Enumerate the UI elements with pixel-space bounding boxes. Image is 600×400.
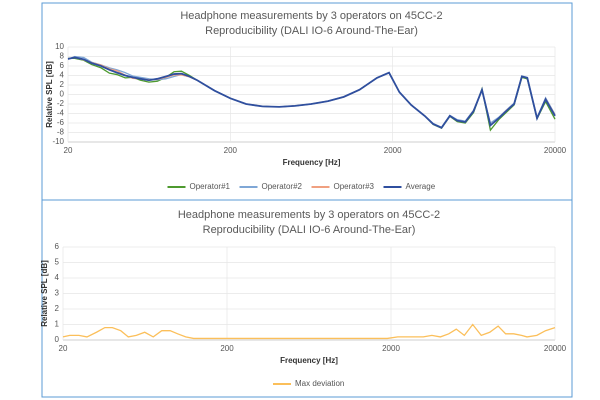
y-tick-label: 6 <box>55 242 60 251</box>
y-tick-label: 0 <box>60 90 65 99</box>
y-tick-label: -6 <box>57 118 65 127</box>
y-tick-label: 2 <box>60 80 65 89</box>
x-tick-label: 2000 <box>382 344 400 353</box>
legend-label: Operator#3 <box>334 182 375 191</box>
legend-label: Operator#1 <box>190 182 231 191</box>
x-tick-label: 20000 <box>544 146 567 155</box>
x-tick-label: 2000 <box>384 146 402 155</box>
legend-label: Operator#2 <box>262 182 303 191</box>
chart-title: Headphone measurements by 3 operators on… <box>180 10 442 22</box>
x-tick-label: 200 <box>220 344 234 353</box>
x-tick-label: 20000 <box>544 344 567 353</box>
series-line <box>67 56 556 129</box>
y-tick-label: -10 <box>52 137 64 146</box>
y-tick-label: -8 <box>57 128 65 137</box>
y-tick-label: 5 <box>55 258 60 267</box>
x-tick-label: 20 <box>64 146 73 155</box>
x-axis-label: Frequency [Hz] <box>280 356 338 365</box>
legend-label: Average <box>406 182 436 191</box>
x-tick-label: 20 <box>59 344 68 353</box>
chart-title: Headphone measurements by 3 operators on… <box>178 209 440 221</box>
chart-subtitle: Reproducibility (DALI IO-6 Around-The-Ea… <box>205 25 418 37</box>
y-tick-label: -4 <box>57 109 65 118</box>
y-tick-label: 4 <box>55 273 60 282</box>
y-tick-label: 2 <box>55 304 60 313</box>
y-tick-label: 1 <box>55 320 60 329</box>
y-tick-label: -2 <box>57 99 65 108</box>
x-tick-label: 200 <box>224 146 238 155</box>
y-tick-label: 4 <box>60 71 65 80</box>
y-axis-label: Relative SPL [dB] <box>40 260 49 327</box>
x-axis-label: Frequency [Hz] <box>283 158 341 167</box>
y-axis-label: Relative SPL [dB] <box>45 61 54 128</box>
chart-subtitle: Reproducibility (DALI IO-6 Around-The-Ea… <box>203 224 416 236</box>
y-tick-label: 0 <box>55 335 60 344</box>
y-tick-label: 6 <box>60 61 65 70</box>
legend-label: Max deviation <box>295 379 344 388</box>
series-line <box>62 323 556 340</box>
y-tick-label: 8 <box>60 52 65 61</box>
y-tick-label: 3 <box>55 289 60 298</box>
y-tick-label: 10 <box>55 42 64 51</box>
